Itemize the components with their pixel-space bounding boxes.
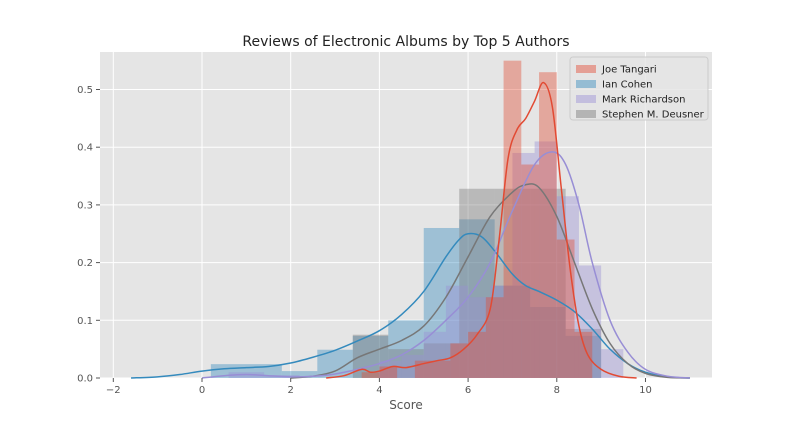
kde-line-mark-richardson	[201, 151, 690, 379]
x-tick-label: 0	[199, 385, 205, 396]
bar-ian-cohen	[530, 307, 566, 378]
kde-line-stephen-m-deusner	[290, 183, 690, 379]
bar-joe-tangari	[485, 297, 504, 378]
x-tick-label: 4	[376, 385, 382, 396]
bar-joe-tangari	[521, 164, 540, 378]
x-axis-label: Score	[389, 398, 423, 412]
bar-mark-richardson	[445, 285, 469, 378]
bar-mark-richardson	[468, 297, 491, 378]
histogram-bars	[210, 60, 624, 378]
y-tick-label: 0.3	[77, 200, 93, 211]
bar-stephen-m-deusner	[565, 328, 602, 378]
bar-mark-richardson	[379, 360, 402, 378]
legend-label: Joe Tangari	[601, 65, 657, 76]
bar-joe-tangari	[574, 331, 593, 378]
bar-mark-richardson	[423, 331, 446, 378]
x-tick-label: 6	[465, 385, 471, 396]
legend-label: Ian Cohen	[602, 80, 653, 91]
bar-mark-richardson	[490, 285, 513, 378]
bar-joe-tangari	[503, 60, 522, 378]
y-tick-label: 0.2	[77, 258, 93, 269]
bar-stephen-m-deusner	[530, 188, 566, 378]
bar-ian-cohen	[281, 371, 318, 378]
legend-box	[569, 56, 709, 121]
x-tick-label: 8	[554, 385, 560, 396]
x-axis: −2 0 2 4 6 8 10	[106, 378, 652, 396]
kde-lines	[131, 81, 690, 379]
bar-joe-tangari	[468, 331, 486, 378]
y-tick-label: 0.4	[77, 143, 93, 154]
bar-mark-richardson	[578, 265, 602, 378]
bar-ian-cohen	[210, 364, 282, 378]
bar-mark-richardson	[534, 141, 557, 378]
bar-joe-tangari	[361, 372, 380, 378]
legend-swatch	[576, 95, 596, 103]
bar-joe-tangari	[432, 360, 451, 378]
legend-label: Mark Richardson	[602, 95, 685, 106]
x-tick-label: 2	[288, 385, 294, 396]
legend-swatch	[576, 80, 596, 88]
kde-line-ian-cohen	[131, 232, 690, 379]
bar-mark-richardson	[512, 152, 535, 378]
y-tick-label: 0.1	[77, 316, 93, 327]
bar-joe-tangari	[450, 343, 469, 378]
legend-swatch	[576, 65, 596, 73]
chart-title: Reviews of Electronic Albums by Top 5 Au…	[242, 34, 569, 50]
bar-stephen-m-deusner	[459, 188, 495, 378]
x-tick-label: −2	[106, 385, 121, 396]
y-tick-label: 0.5	[77, 85, 93, 96]
y-axis: 0.0 0.1 0.2 0.3 0.4 0.5	[77, 85, 100, 385]
bar-ian-cohen	[388, 320, 424, 378]
legend: Joe Tangari Ian Cohen Mark Richardson Steph…	[569, 56, 709, 121]
y-tick-label: 0.0	[77, 374, 93, 385]
x-tick-label: 10	[639, 385, 652, 396]
legend-swatch	[576, 110, 596, 118]
bar-joe-tangari	[539, 72, 557, 378]
bar-mark-richardson	[556, 196, 579, 378]
bar-ian-cohen	[494, 285, 531, 378]
legend-label: Stephen M. Deusner	[602, 110, 705, 121]
bar-stephen-m-deusner	[388, 349, 424, 378]
bar-joe-tangari	[379, 366, 398, 378]
bar-ian-cohen	[459, 219, 495, 378]
kde-line-joe-tangari	[326, 81, 637, 379]
